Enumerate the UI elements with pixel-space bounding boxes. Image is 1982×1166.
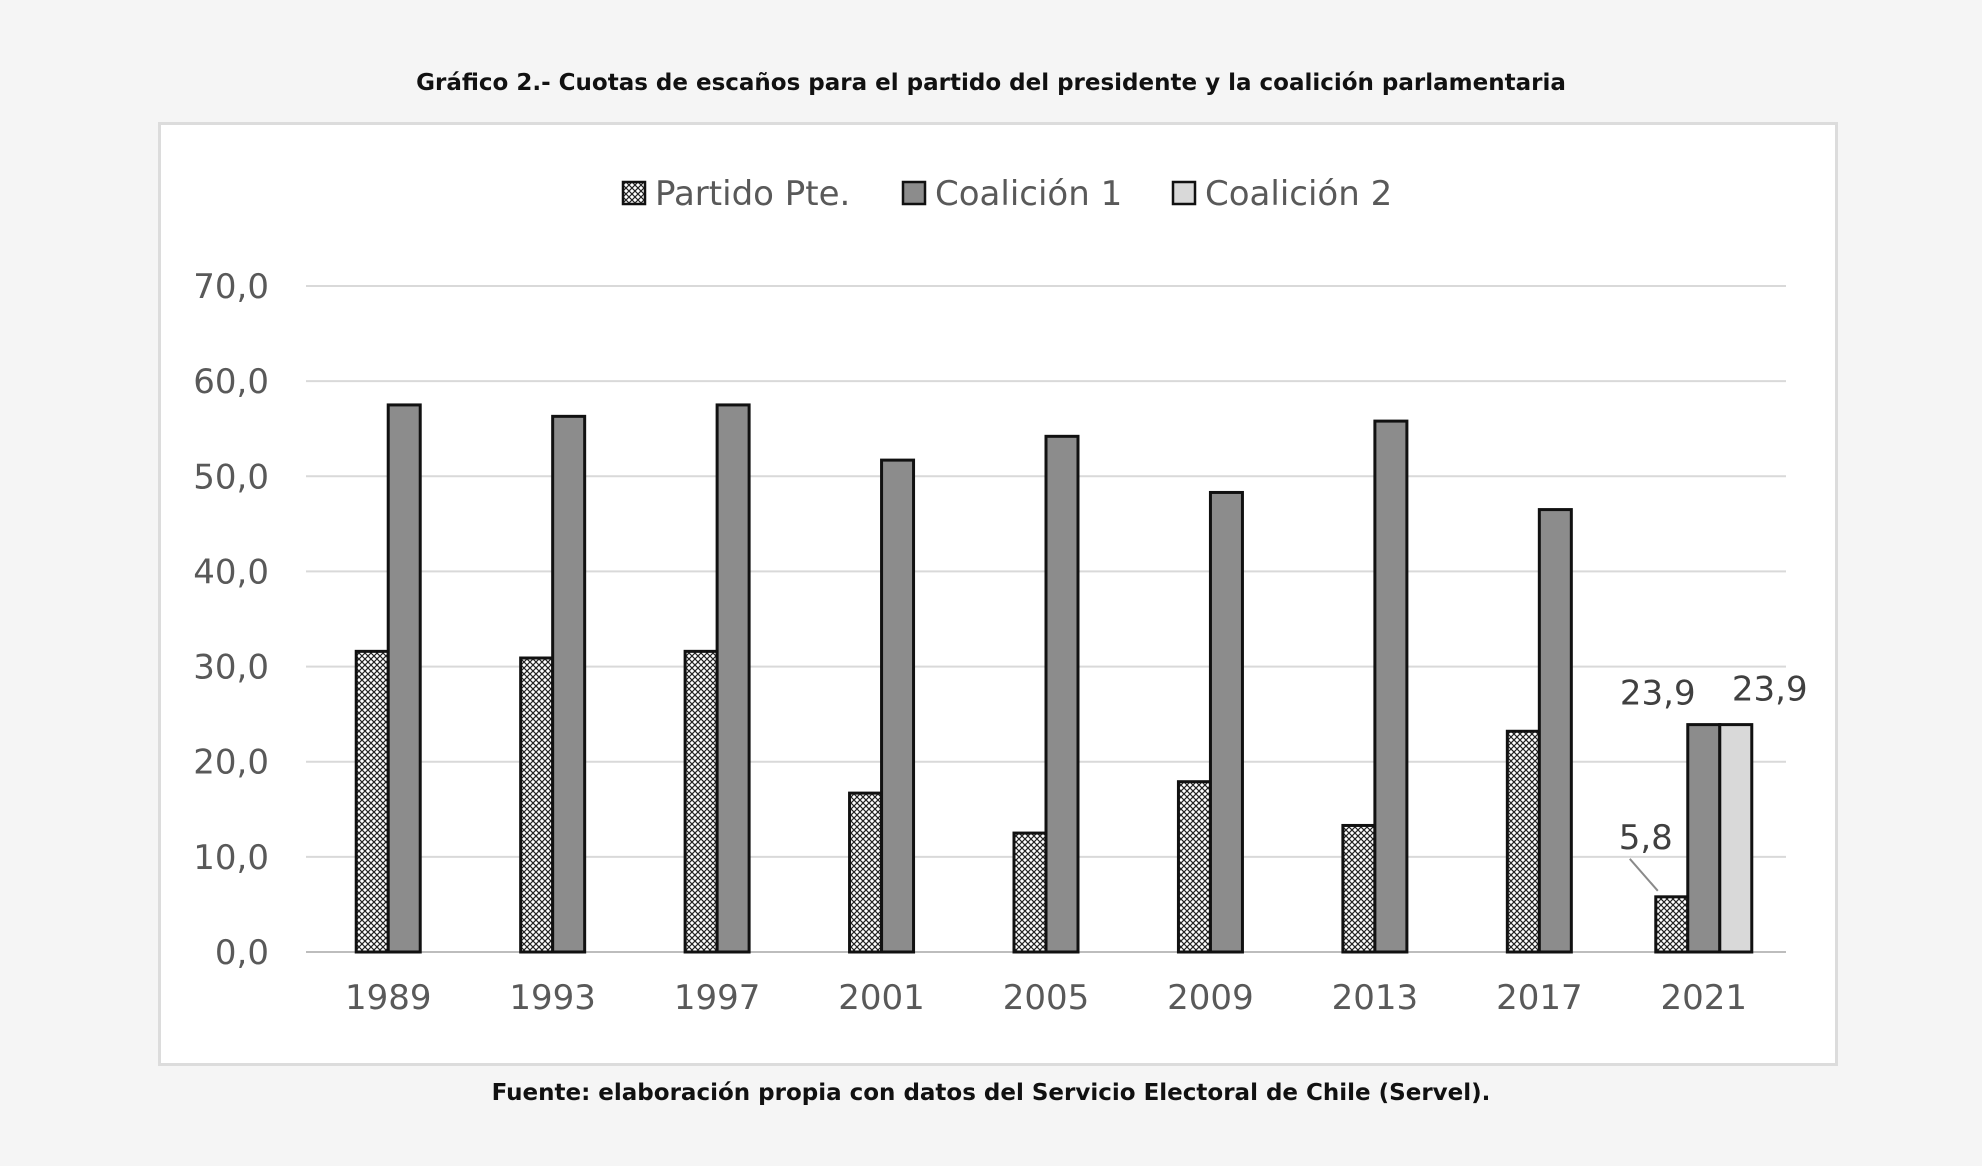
y-tick-label: 10,0	[193, 838, 269, 878]
x-axis-ticks: 1989 1993 1997 2001 2005 2009 2013 2017 2021	[345, 978, 1747, 1018]
legend-swatch-coalicion-2	[1171, 180, 1197, 206]
y-tick-label: 50,0	[193, 457, 269, 497]
bar-coalicion-1-1993	[551, 414, 587, 954]
bar-coalicion-1-2005	[1044, 434, 1080, 954]
y-tick-label: 0,0	[215, 933, 269, 973]
bar-partido-pte-2001	[848, 791, 884, 954]
bar-partido-pte-1997	[683, 649, 719, 954]
figure-source: Fuente: elaboración propia con datos del…	[491, 1080, 1491, 1106]
bar-partido-pte-2009	[1176, 780, 1212, 954]
bar-coalicion-1-2017	[1537, 508, 1573, 954]
chart-area: Partido Pte. Coalición 1 Coalición 2 0,0 10…	[158, 122, 1838, 1066]
legend-swatch-coalicion-1	[901, 180, 927, 206]
y-tick-label: 60,0	[193, 362, 269, 402]
bar-partido-pte-2021	[1654, 895, 1690, 954]
bar-coalicion-1-2009	[1208, 490, 1244, 954]
figure-title: Gráfico 2.- Cuotas de escaños para el pa…	[416, 70, 1566, 96]
data-label-leader-line	[1629, 858, 1659, 892]
x-tick-label: 2005	[1003, 978, 1090, 1018]
bar-coalicion-2-2021	[1718, 723, 1754, 954]
bar-partido-pte-2013	[1341, 823, 1377, 954]
legend-label-coalicion-2: Coalición 2	[1205, 174, 1392, 214]
y-tick-label: 20,0	[193, 743, 269, 783]
bar-coalicion-1-1989	[386, 403, 422, 954]
bar-partido-pte-1989	[354, 649, 390, 954]
legend-label-partido-pte: Partido Pte.	[655, 174, 850, 214]
bar-partido-pte-2017	[1505, 729, 1541, 954]
data-label-coalicion-1-2021: 23,9	[1620, 674, 1696, 714]
data-label-coalicion-2-2021: 23,9	[1732, 670, 1808, 710]
bar-partido-pte-2005	[1012, 831, 1048, 954]
y-tick-label: 40,0	[193, 552, 269, 592]
y-tick-label: 70,0	[193, 267, 269, 307]
x-tick-label: 1993	[509, 978, 596, 1018]
bar-coalicion-1-2013	[1373, 419, 1409, 954]
x-tick-label: 2009	[1167, 978, 1254, 1018]
bar-partido-pte-1993	[519, 656, 555, 954]
x-tick-label: 2001	[838, 978, 925, 1018]
bar-coalicion-1-2001	[880, 458, 916, 954]
chart-legend: Partido Pte. Coalición 1 Coalición 2	[621, 174, 1392, 214]
x-tick-label: 2013	[1332, 978, 1419, 1018]
x-tick-label: 1989	[345, 978, 432, 1018]
legend-swatch-partido-pte	[621, 180, 647, 206]
x-tick-label: 2021	[1661, 978, 1748, 1018]
y-tick-label: 30,0	[193, 648, 269, 688]
bar-coalicion-1-1997	[715, 403, 751, 954]
x-tick-label: 2017	[1496, 978, 1583, 1018]
y-axis-ticks: 0,0 10,0 20,0 30,0 40,0 50,0 60,0 70,0	[193, 267, 269, 973]
data-label-partido-pte-2021: 5,8	[1619, 818, 1673, 858]
bars	[354, 403, 1754, 954]
data-labels: 5,8 23,9 23,9	[1619, 670, 1808, 892]
bar-coalicion-1-2021	[1686, 723, 1722, 954]
legend-label-coalicion-1: Coalición 1	[935, 174, 1122, 214]
x-tick-label: 1997	[674, 978, 761, 1018]
bar-chart: Partido Pte. Coalición 1 Coalición 2 0,0 10…	[193, 174, 1808, 1018]
